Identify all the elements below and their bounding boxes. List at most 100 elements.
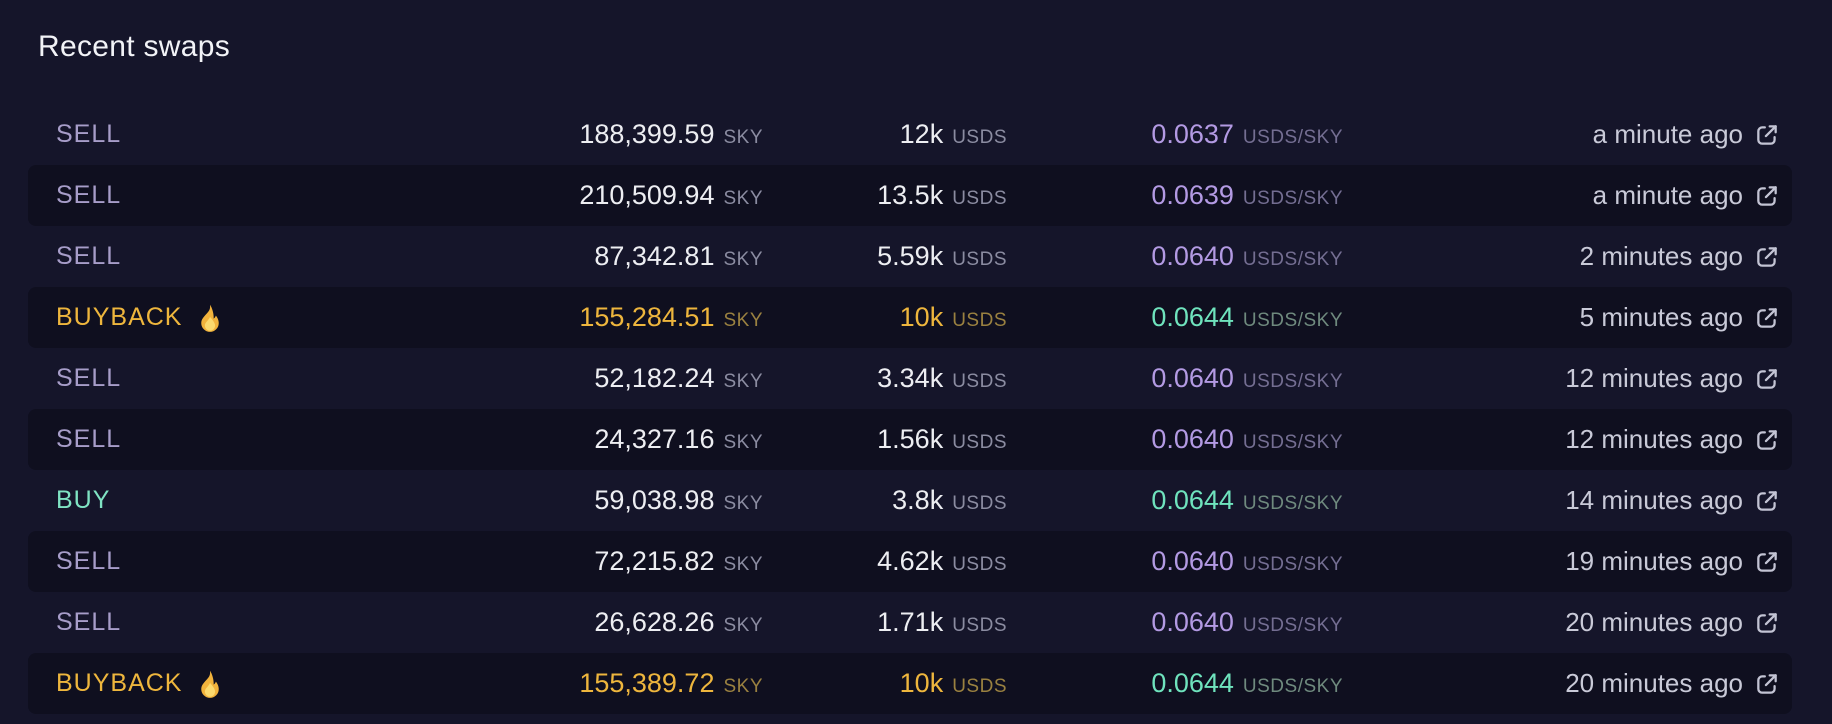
swap-list: SELL 188,399.59 SKY 12k USDS 0.0637 USDS… (0, 104, 1832, 714)
swap-type-label: SELL (56, 364, 122, 392)
usds-amount: 3.8k (892, 485, 944, 515)
swap-type-cell: SELL (28, 120, 268, 149)
price-unit-label: USDS/SKY (1242, 371, 1343, 392)
swap-time: 20 minutes ago (1565, 668, 1743, 698)
sky-amount-cell: 72,215.82 SKY (268, 546, 763, 577)
usds-unit-label: USDS (952, 432, 1007, 453)
swap-row: SELL 188,399.59 SKY 12k USDS 0.0637 USDS… (28, 104, 1792, 165)
swap-row: SELL 72,215.82 SKY 4.62k USDS 0.0640 USD… (28, 531, 1792, 592)
usds-amount-cell: 3.8k USDS (763, 485, 1007, 516)
swap-type-cell: SELL (28, 425, 268, 454)
usds-amount-cell: 10k USDS (763, 668, 1007, 699)
sky-amount-cell: 210,509.94 SKY (268, 180, 763, 211)
usds-unit-label: USDS (952, 249, 1007, 270)
sky-amount-cell: 155,389.72 SKY (268, 668, 763, 699)
usds-amount: 1.56k (877, 424, 944, 454)
swap-time: 20 minutes ago (1565, 607, 1743, 637)
price-value: 0.0640 (1151, 607, 1234, 637)
fire-icon (195, 303, 225, 333)
usds-unit-label: USDS (952, 615, 1007, 636)
swap-time: 2 minutes ago (1579, 241, 1743, 271)
sky-unit-label: SKY (723, 676, 763, 697)
sky-unit-label: SKY (723, 371, 763, 392)
swap-type-label: SELL (56, 120, 122, 148)
usds-unit-label: USDS (952, 676, 1007, 697)
price-value: 0.0644 (1151, 302, 1234, 332)
usds-amount-cell: 3.34k USDS (763, 363, 1007, 394)
swap-row: BUYBACK 155,389.72 SKY 10k USDS 0.0644 U… (28, 653, 1792, 714)
external-link-icon[interactable] (1754, 610, 1780, 636)
swap-type-label: SELL (56, 242, 122, 270)
time-cell: a minute ago (1343, 180, 1780, 211)
external-link-icon[interactable] (1754, 671, 1780, 697)
usds-amount: 5.59k (877, 241, 944, 271)
price-unit-label: USDS/SKY (1242, 249, 1343, 270)
swap-row: SELL 210,509.94 SKY 13.5k USDS 0.0639 US… (28, 165, 1792, 226)
swap-type-label: SELL (56, 425, 122, 453)
external-link-icon[interactable] (1754, 244, 1780, 270)
usds-amount-cell: 4.62k USDS (763, 546, 1007, 577)
usds-unit-label: USDS (952, 310, 1007, 331)
sky-amount: 72,215.82 (594, 546, 715, 576)
external-link-icon[interactable] (1754, 366, 1780, 392)
price-cell: 0.0637 USDS/SKY (1007, 119, 1343, 150)
external-link-icon[interactable] (1754, 122, 1780, 148)
swap-time: 12 minutes ago (1565, 363, 1743, 393)
sky-amount: 26,628.26 (594, 607, 715, 637)
sky-amount: 210,509.94 (579, 180, 715, 210)
price-unit-label: USDS/SKY (1242, 432, 1343, 453)
time-cell: 14 minutes ago (1343, 485, 1780, 516)
usds-amount: 4.62k (877, 546, 944, 576)
usds-amount: 13.5k (877, 180, 944, 210)
external-link-icon[interactable] (1754, 305, 1780, 331)
usds-amount-cell: 5.59k USDS (763, 241, 1007, 272)
swap-row: SELL 24,327.16 SKY 1.56k USDS 0.0640 USD… (28, 409, 1792, 470)
time-cell: 2 minutes ago (1343, 241, 1780, 272)
usds-unit-label: USDS (952, 127, 1007, 148)
sky-unit-label: SKY (723, 493, 763, 514)
swap-row: SELL 87,342.81 SKY 5.59k USDS 0.0640 USD… (28, 226, 1792, 287)
price-cell: 0.0640 USDS/SKY (1007, 546, 1343, 577)
sky-amount: 52,182.24 (594, 363, 715, 393)
sky-unit-label: SKY (723, 127, 763, 148)
external-link-icon[interactable] (1754, 427, 1780, 453)
swap-row: BUYBACK 155,284.51 SKY 10k USDS 0.0644 U… (28, 287, 1792, 348)
price-value: 0.0637 (1151, 119, 1234, 149)
sky-unit-label: SKY (723, 310, 763, 331)
external-link-icon[interactable] (1754, 488, 1780, 514)
external-link-icon[interactable] (1754, 549, 1780, 575)
price-cell: 0.0640 USDS/SKY (1007, 363, 1343, 394)
sky-unit-label: SKY (723, 249, 763, 270)
swap-type-label: BUYBACK (56, 303, 183, 331)
sky-amount-cell: 155,284.51 SKY (268, 302, 763, 333)
price-unit-label: USDS/SKY (1242, 676, 1343, 697)
swap-time: 5 minutes ago (1579, 302, 1743, 332)
usds-amount-cell: 1.71k USDS (763, 607, 1007, 638)
swap-type-label: SELL (56, 181, 122, 209)
page-title: Recent swaps (38, 30, 231, 63)
sky-amount-cell: 188,399.59 SKY (268, 119, 763, 150)
swap-row: SELL 52,182.24 SKY 3.34k USDS 0.0640 USD… (28, 348, 1792, 409)
price-value: 0.0640 (1151, 546, 1234, 576)
sky-amount-cell: 24,327.16 SKY (268, 424, 763, 455)
swap-type-cell: SELL (28, 608, 268, 637)
price-value: 0.0639 (1151, 180, 1234, 210)
swap-type-label: BUY (56, 486, 111, 514)
recent-swaps-panel: Recent swaps SELL 188,399.59 SKY 12k USD… (0, 28, 1832, 724)
price-cell: 0.0640 USDS/SKY (1007, 241, 1343, 272)
usds-unit-label: USDS (952, 188, 1007, 209)
sky-amount-cell: 26,628.26 SKY (268, 607, 763, 638)
time-cell: 20 minutes ago (1343, 607, 1780, 638)
usds-amount: 1.71k (877, 607, 944, 637)
swap-type-label: SELL (56, 608, 122, 636)
sky-unit-label: SKY (723, 432, 763, 453)
sky-amount: 188,399.59 (579, 119, 715, 149)
price-unit-label: USDS/SKY (1242, 493, 1343, 514)
swap-type-cell: BUYBACK (28, 669, 268, 699)
price-value: 0.0640 (1151, 424, 1234, 454)
external-link-icon[interactable] (1754, 183, 1780, 209)
swap-time: a minute ago (1592, 119, 1743, 149)
swap-time: 12 minutes ago (1565, 424, 1743, 454)
swap-type-cell: SELL (28, 364, 268, 393)
usds-amount-cell: 1.56k USDS (763, 424, 1007, 455)
